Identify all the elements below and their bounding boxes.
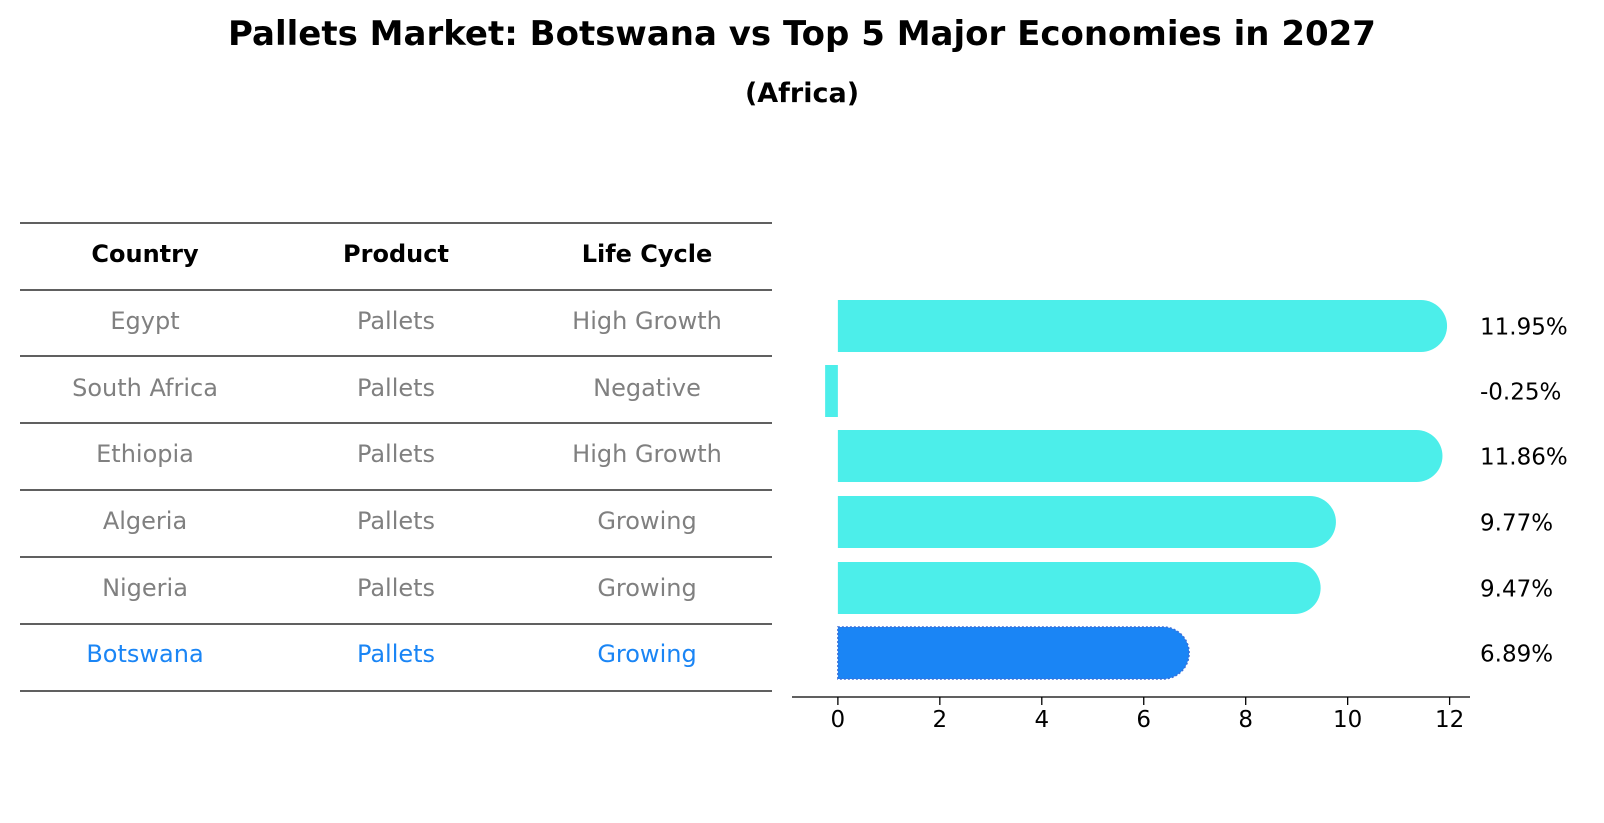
table-cell: Algeria [103,507,187,535]
table-cell: South Africa [72,374,218,402]
bar [837,562,1321,614]
table-cell: Ethiopia [96,440,194,468]
table-cell: Growing [597,574,696,602]
table-cell: Negative [593,374,701,402]
table-cell: Growing [597,507,696,535]
bar-value-label: 11.95% [1480,315,1568,341]
table-header-cell: Life Cycle [582,240,713,268]
x-tick-label: 8 [1238,707,1253,733]
chart-title: Pallets Market: Botswana vs Top 5 Major … [228,14,1376,54]
table-header-cell: Product [343,240,449,268]
x-tick-label: 0 [831,707,846,733]
x-tick-label: 10 [1333,707,1362,733]
table-cell: High Growth [572,307,722,335]
bar [837,300,1448,352]
table-cell: Growing [597,640,696,668]
chart-subtitle: (Africa) [744,78,860,109]
table-cell: Nigeria [102,574,188,602]
bar [825,365,838,417]
bar-value-label: 9.47% [1480,577,1553,603]
table-cell: Pallets [357,507,435,535]
table-cell: Egypt [110,307,179,335]
x-tick-label: 12 [1435,707,1464,733]
table-cell: Botswana [86,640,203,668]
bar-value-label: -0.25% [1480,380,1561,406]
bar [837,496,1336,548]
table-header-cell: Country [91,240,199,268]
bar [837,430,1443,482]
table-cell: Pallets [357,574,435,602]
table-cell: Pallets [357,307,435,335]
table-cell: Pallets [357,440,435,468]
bar-value-label: 11.86% [1480,445,1568,471]
table-cell: Pallets [357,640,435,668]
table-cell: High Growth [572,440,722,468]
x-tick-label: 6 [1136,707,1151,733]
growth-bar-chart: 11.95% -0.25% 11.86% 9.77% 9.47% 6.89% 0 2 4 6 8 10… [792,300,1568,733]
x-tick-label: 4 [1034,707,1049,733]
bar-value-label: 6.89% [1480,642,1553,668]
summary-table: Country Product Life Cycle Egypt Pallets High… [20,222,772,692]
bar [837,626,1190,680]
x-tick-label: 2 [933,707,948,733]
bar-value-label: 9.77% [1480,511,1553,537]
table-cell: Pallets [357,374,435,402]
